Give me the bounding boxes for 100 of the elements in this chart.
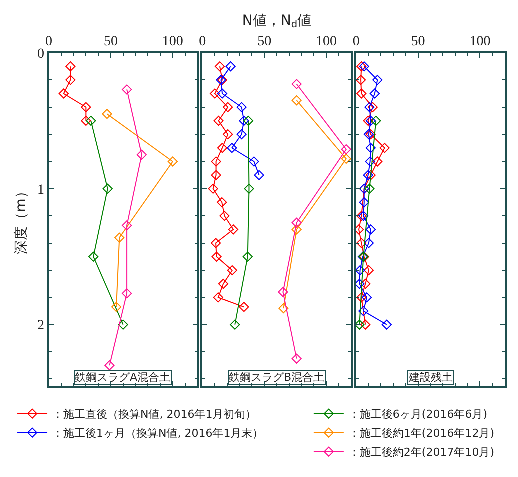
point [66, 75, 76, 86]
point [244, 184, 254, 194]
point [359, 62, 370, 72]
point [214, 116, 224, 126]
point [356, 88, 367, 99]
point [242, 252, 253, 262]
point [213, 292, 224, 303]
point [278, 287, 288, 298]
point [220, 211, 230, 222]
point [211, 156, 222, 167]
annotation: 鉄鋼スラグB混合土 [229, 371, 325, 384]
point [168, 156, 178, 167]
point [359, 197, 370, 208]
legend-label: ：施工後1ヶ月（換算N値, 2016年1月末） [52, 427, 264, 440]
point [370, 88, 380, 99]
point [356, 292, 367, 303]
point [341, 144, 352, 155]
point [218, 279, 229, 290]
point [66, 62, 76, 72]
x-tick-label: 50 [258, 34, 272, 50]
annotation: 鉄鋼スラグA混合土 [75, 371, 171, 384]
point [210, 238, 222, 248]
point [249, 156, 260, 167]
point [211, 170, 222, 180]
point [217, 88, 228, 99]
point [114, 232, 125, 243]
point [292, 354, 302, 364]
point [292, 79, 302, 90]
point [366, 224, 376, 235]
point [366, 143, 376, 154]
point [122, 220, 132, 231]
point [364, 102, 375, 112]
point [360, 279, 371, 290]
x-axis-title: N値，N$_{d}$値 [242, 12, 312, 31]
point [88, 252, 99, 262]
point [86, 116, 96, 126]
point [382, 320, 392, 330]
point [239, 302, 250, 312]
point [358, 306, 369, 316]
point [118, 320, 128, 330]
point [223, 130, 234, 140]
point [354, 320, 365, 330]
point [356, 75, 366, 86]
point [354, 224, 364, 235]
point [208, 184, 218, 194]
point [212, 252, 222, 262]
point [104, 360, 115, 371]
point [366, 170, 376, 180]
point [355, 265, 366, 276]
point [227, 143, 238, 154]
point [372, 75, 383, 86]
point [292, 96, 302, 106]
y-tick-label: 1 [37, 182, 44, 198]
point [292, 224, 302, 235]
point [360, 320, 371, 330]
point [102, 109, 112, 120]
x-tick-label: 100 [316, 34, 338, 50]
point [223, 102, 234, 112]
point [227, 265, 238, 276]
x-tick-label: 100 [470, 34, 491, 50]
point [363, 170, 374, 180]
point [230, 320, 240, 330]
point [217, 143, 228, 154]
point [292, 218, 302, 228]
point [380, 143, 390, 154]
point [214, 62, 226, 72]
point [362, 292, 372, 303]
point [217, 197, 228, 208]
point [341, 154, 352, 164]
point [226, 62, 236, 72]
legend-label: ：施工後6ヶ月(2016年6月) [348, 408, 488, 422]
y-tick-label: 2 [37, 318, 44, 334]
legend-label: ：施工直後（換算N値, 2016年1月初旬） [52, 408, 257, 422]
point [372, 156, 383, 167]
legend-label: ：施工後約1年(2016年12月) [348, 427, 494, 440]
point [111, 302, 122, 312]
x-tick-label: 50 [411, 34, 426, 50]
point [278, 303, 289, 314]
point [364, 265, 374, 276]
point [356, 62, 367, 72]
point [239, 116, 250, 126]
point [254, 170, 264, 180]
point [366, 116, 376, 126]
point [363, 116, 374, 126]
point [368, 102, 378, 112]
point [228, 224, 239, 235]
point [102, 184, 113, 194]
point [356, 238, 367, 248]
y-axis-title: 深度（m） [14, 184, 30, 254]
x-tick-label: 0 [199, 34, 206, 50]
point [81, 116, 92, 126]
legend-label: ：施工後約2年(2017年10月) [348, 446, 494, 460]
y-tick-label: 0 [37, 46, 44, 62]
point [236, 102, 247, 112]
point [364, 184, 375, 194]
point [58, 88, 69, 99]
point [365, 156, 376, 167]
point [136, 150, 147, 160]
point [210, 88, 220, 99]
point [236, 130, 247, 140]
